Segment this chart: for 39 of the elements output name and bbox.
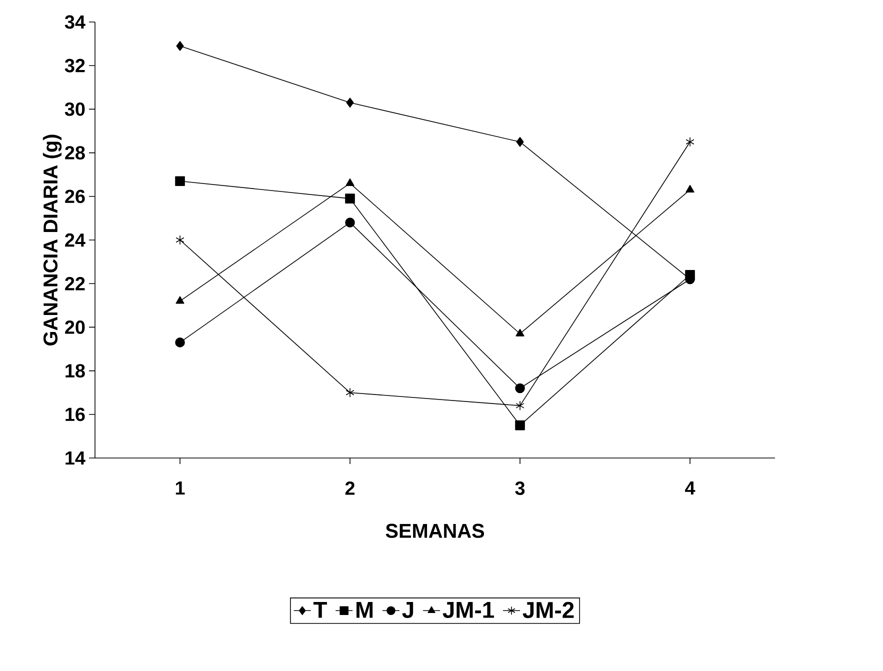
point [176,296,184,304]
point [515,420,525,430]
y-tick-label: 20 [65,320,85,334]
y-tick-label: 30 [64,102,85,116]
y-tick-label: 14 [66,451,86,465]
point [346,388,354,398]
point [345,218,355,228]
legend-label: J [402,602,414,618]
point [176,235,184,245]
legend-label: M [356,602,373,618]
point [516,328,524,336]
y-tick-label: 28 [65,146,85,160]
y-axis-title: GANANCIA DIARIA (g) [42,134,62,346]
y-tick-label: 22 [65,276,85,290]
x-tick-label: 3 [515,482,525,495]
legend-label: JM-1 [442,602,494,618]
point [516,400,524,411]
point [345,194,355,204]
y-tick-label: 24 [65,233,86,247]
point [175,176,185,186]
y-tick-label: 32 [64,58,85,72]
x-axis-title: SEMANAS [386,524,484,538]
x-tick-label: 1 [176,482,185,495]
point [175,338,185,348]
point [346,178,354,186]
x-tick-label: 4 [685,482,696,495]
point [515,383,525,394]
legend-label: T [313,602,327,618]
y-tick-label: 18 [66,364,85,378]
y-tick-label: 16 [66,408,85,422]
point [176,41,184,51]
y-tick-label: 26 [65,190,85,204]
point [346,98,354,108]
point [686,136,694,147]
point [686,184,694,193]
x-tick-label: 2 [345,482,355,495]
point [516,136,524,147]
y-tick-label: 34 [64,15,86,29]
legend-label: JM-2 [522,602,574,618]
